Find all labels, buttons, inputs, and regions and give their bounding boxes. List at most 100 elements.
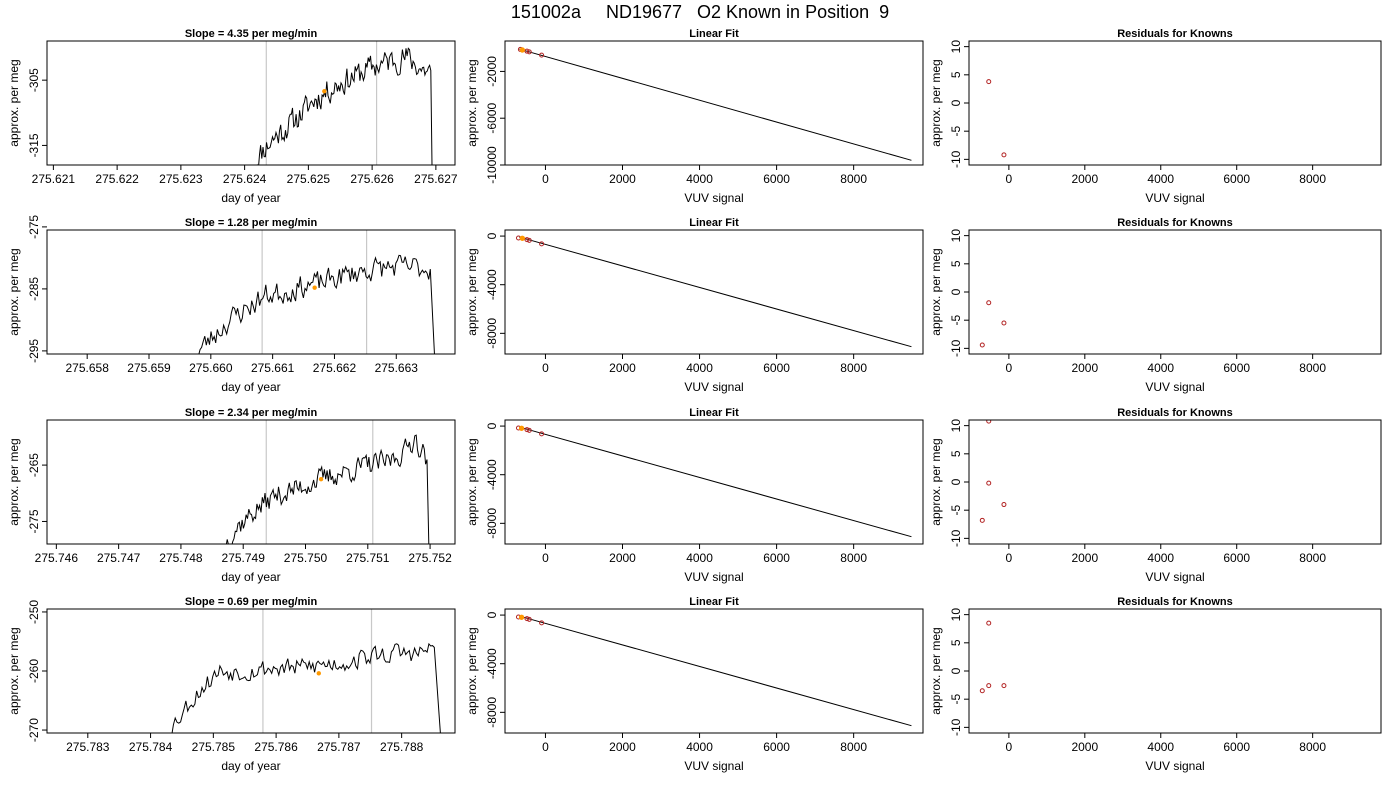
x-tick-label: 4000: [686, 361, 713, 375]
y-tick-label: 0: [949, 99, 963, 106]
y-tick-label: -275: [27, 509, 41, 533]
x-tick-label: 275.784: [129, 740, 173, 754]
y-tick-label: -10000: [485, 146, 499, 184]
panel-trace-row-3: Slope = 2.34 per meg/min 275.746 275.747 27…: [7, 407, 456, 584]
fit-line: [519, 615, 912, 727]
x-axis-label: VUV signal: [1145, 759, 1204, 773]
x-tick-label: 8000: [1299, 172, 1326, 186]
y-tick-label: -265: [27, 453, 41, 477]
y-tick-label: 10: [949, 229, 963, 243]
panel-title: Slope = 2.34 per meg/min: [185, 407, 318, 419]
x-tick-label: 0: [1006, 551, 1013, 565]
x-axis-label: day of year: [221, 191, 280, 205]
residual-point: [1001, 152, 1007, 158]
x-tick-label: 6000: [763, 361, 790, 375]
residual-point: [986, 300, 992, 306]
trace-line: [224, 434, 430, 544]
x-tick-label: 275.661: [251, 361, 295, 375]
y-tick-label: -5: [949, 694, 963, 705]
plot-frame: [968, 229, 1382, 355]
fit-point: [526, 616, 532, 622]
x-tick-label: 8000: [840, 740, 867, 754]
y-axis-label: approx. per meg: [929, 438, 943, 525]
x-tick-label: 2000: [609, 551, 636, 565]
x-tick-label: 6000: [763, 172, 790, 186]
panel-fit-row-4: Linear Fit 0 2000 4000 6000 8000 0 -4000 -8000 VU…: [465, 596, 924, 773]
x-tick-label: 275.749: [222, 551, 266, 565]
x-tick-label: 2000: [1071, 740, 1098, 754]
x-tick-label: 275.625: [287, 172, 331, 186]
plot-frame: [968, 608, 1382, 734]
residual-point: [979, 688, 985, 694]
x-tick-label: 0: [542, 361, 549, 375]
highlight-point: [318, 476, 324, 482]
panel-title: Linear Fit: [689, 596, 739, 608]
panel-trace-row-1: Slope = 4.35 per meg/min 275.621 275.622 27…: [7, 28, 458, 205]
y-tick-label: 5: [949, 71, 963, 78]
plot-area: [515, 235, 912, 348]
plot-area: [986, 79, 1007, 158]
plot-frame: [968, 419, 1382, 545]
plot-frame: [46, 40, 456, 166]
x-tick-label: 2000: [609, 740, 636, 754]
plot-frame: [968, 40, 1382, 166]
panel-trace-row-4: Slope = 0.69 per meg/min 275.783 275.784 27…: [7, 596, 456, 773]
x-tick-label: 275.747: [97, 551, 141, 565]
highlight-point: [322, 89, 327, 94]
residual-point: [986, 683, 992, 689]
highlight-point: [312, 285, 317, 290]
y-tick-label: -10: [949, 150, 963, 168]
y-tick-label: -5: [949, 315, 963, 326]
plot-frame: [46, 229, 456, 355]
plot-area: [979, 300, 1007, 348]
fit-point: [526, 237, 532, 243]
x-axis-label: VUV signal: [1145, 191, 1204, 205]
panel-title: Linear Fit: [689, 407, 739, 419]
x-axis-label: VUV signal: [684, 570, 743, 584]
y-axis-label: approx. per meg: [7, 59, 21, 146]
x-axis-label: VUV signal: [684, 191, 743, 205]
plot-area: [979, 420, 1007, 523]
highlight-point: [518, 614, 525, 620]
y-tick-label: -10: [949, 718, 963, 736]
y-tick-label: -8000: [485, 318, 499, 349]
x-axis-label: VUV signal: [684, 380, 743, 394]
y-tick-label: 0: [949, 667, 963, 674]
x-tick-label: 275.626: [350, 172, 394, 186]
x-tick-label: 275.752: [408, 551, 452, 565]
x-tick-label: 275.662: [313, 361, 357, 375]
x-tick-label: 0: [542, 551, 549, 565]
trace-line: [195, 254, 435, 354]
y-tick-label: 0: [949, 478, 963, 485]
y-tick-label: -5: [949, 126, 963, 137]
x-tick-label: 4000: [686, 172, 713, 186]
residual-point: [986, 480, 992, 486]
panel-title: Linear Fit: [689, 217, 739, 229]
y-tick-label: -10: [949, 339, 963, 357]
y-axis-label: approx. per meg: [465, 248, 479, 335]
y-tick-label: 0: [949, 288, 963, 295]
x-axis-label: day of year: [221, 570, 280, 584]
y-tick-label: 5: [949, 639, 963, 646]
plot-frame: [504, 608, 924, 734]
fit-line: [519, 426, 912, 538]
y-tick-label: -2000: [485, 56, 499, 87]
panel-title: Residuals for Knowns: [1117, 28, 1233, 40]
y-tick-label: -8000: [485, 508, 499, 539]
y-tick-label: -270: [27, 718, 41, 742]
y-axis-label: approx. per meg: [7, 627, 21, 714]
y-axis-label: approx. per meg: [7, 248, 21, 335]
panel-residuals-row-1: Residuals for Knowns 0 2000 4000 6000 8000 10 5…: [929, 28, 1382, 205]
x-tick-label: 275.659: [127, 361, 171, 375]
plot-area: [515, 425, 912, 538]
y-tick-label: -4000: [485, 269, 499, 300]
residual-point: [1001, 683, 1007, 689]
y-axis-label: approx. per meg: [7, 438, 21, 525]
fit-point: [526, 49, 532, 55]
x-tick-label: 275.622: [95, 172, 139, 186]
y-tick-label: -4000: [485, 459, 499, 490]
residual-point: [1001, 502, 1007, 508]
y-tick-label: -10: [949, 529, 963, 547]
x-tick-label: 275.786: [254, 740, 298, 754]
y-tick-label: -4000: [485, 648, 499, 679]
